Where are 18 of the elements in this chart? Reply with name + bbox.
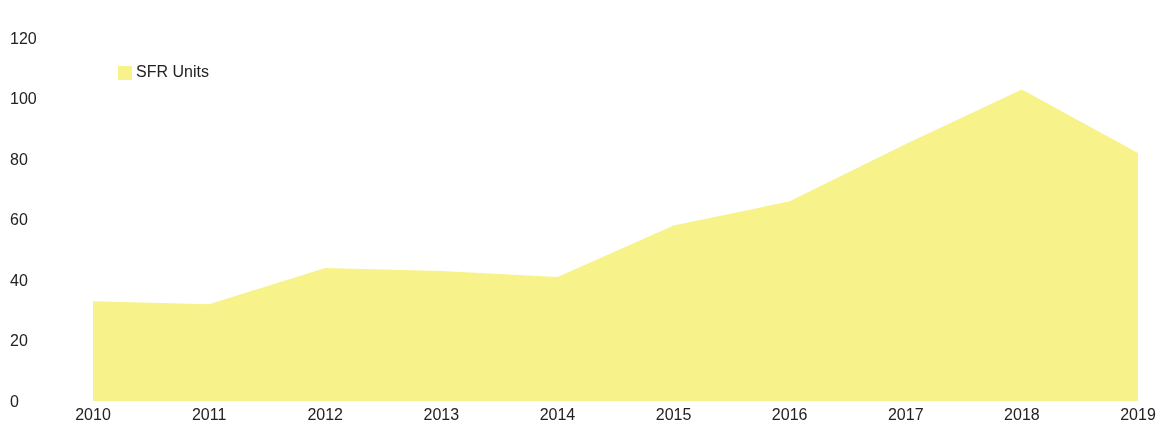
- y-tick-label: 40: [10, 271, 28, 289]
- y-tick-label: 60: [10, 211, 28, 229]
- x-tick-label: 2011: [191, 406, 227, 424]
- x-tick-label: 2019: [1120, 406, 1156, 424]
- x-tick-label: 2012: [307, 406, 344, 424]
- x-tick-label: 2014: [539, 406, 576, 424]
- x-tick-label: 2016: [771, 406, 808, 424]
- x-tick-label: 2015: [655, 406, 692, 424]
- y-tick-label: 80: [10, 150, 28, 168]
- y-tick-label: 120: [10, 29, 37, 47]
- x-tick-label: 2018: [1004, 406, 1040, 424]
- x-tick-label: 2013: [423, 406, 460, 424]
- y-tick-label: 20: [10, 332, 28, 350]
- legend-label: SFR Units: [136, 63, 209, 80]
- x-tick-label: 2010: [75, 406, 111, 424]
- y-tick-label: 0: [10, 392, 19, 410]
- y-tick-label: 100: [10, 90, 37, 108]
- x-tick-label: 2017: [887, 406, 924, 424]
